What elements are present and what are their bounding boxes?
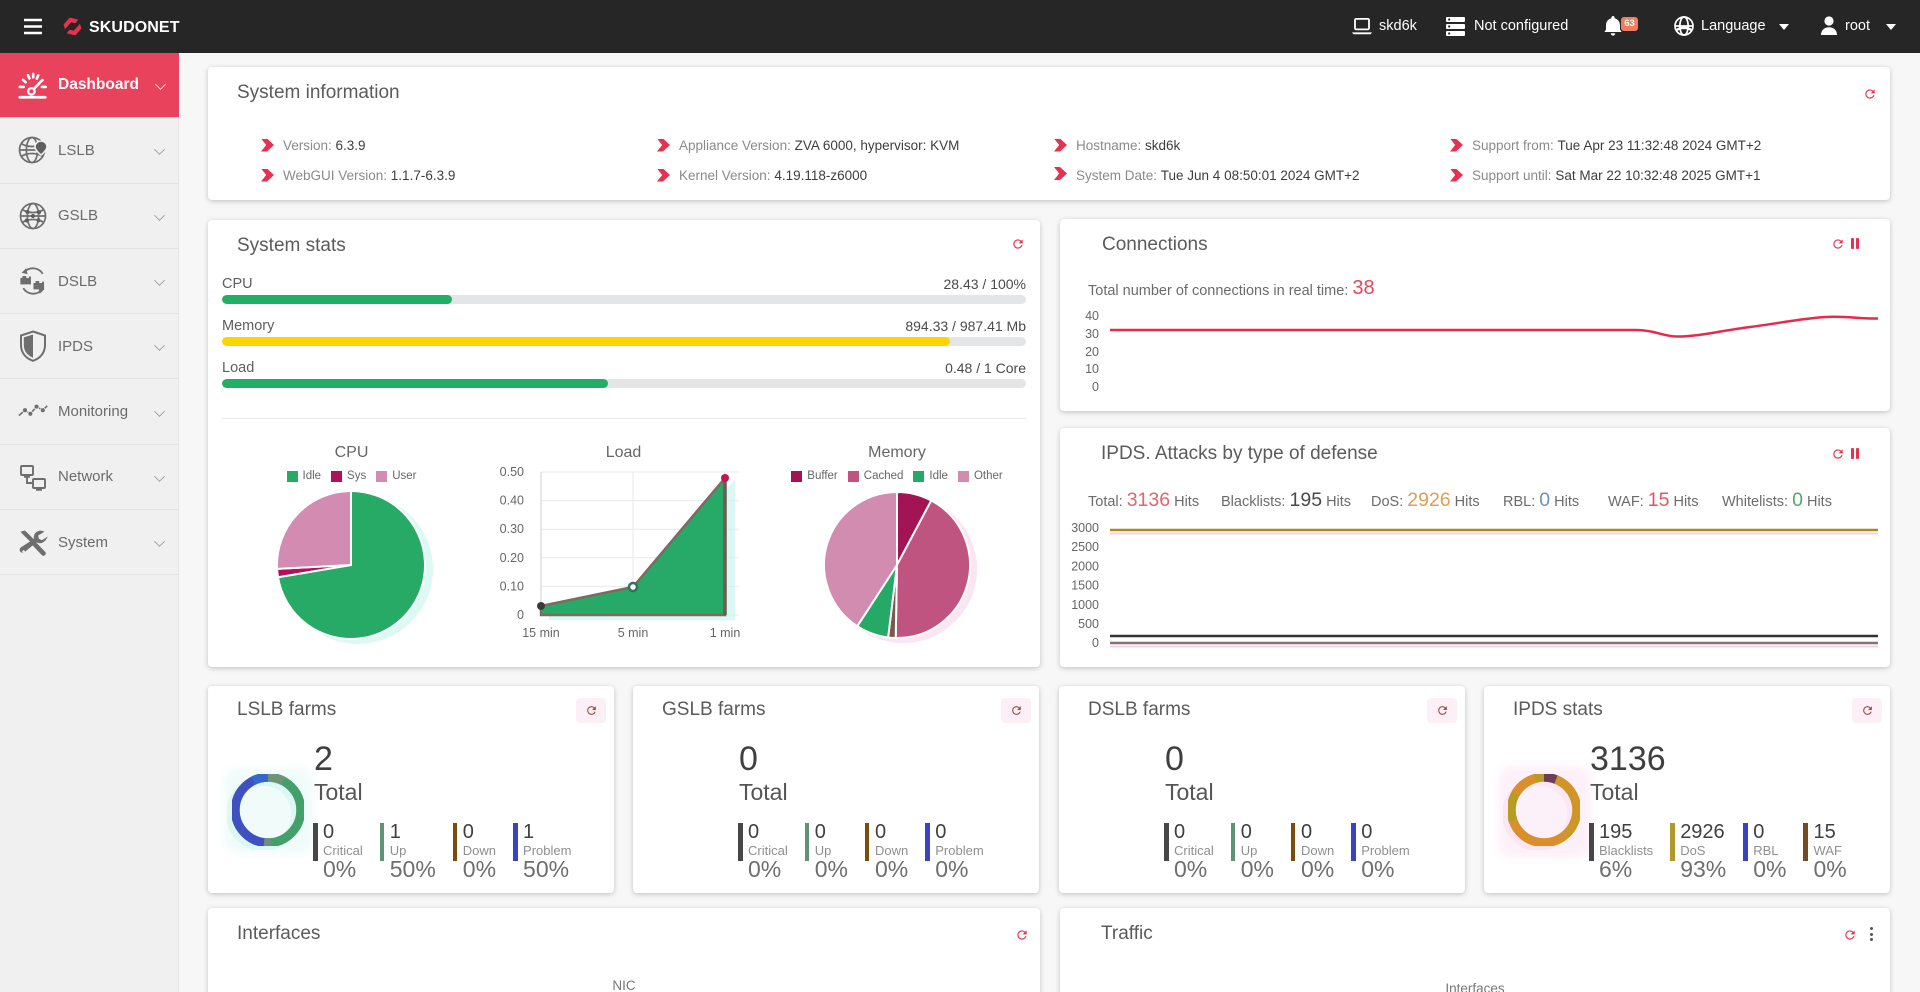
svg-text:0: 0 [1092,636,1099,650]
svg-text:2000: 2000 [1071,559,1099,573]
svg-text:0.50: 0.50 [500,465,524,479]
svg-text:3000: 3000 [1071,521,1099,535]
svg-text:0.30: 0.30 [500,522,524,536]
svg-text:20: 20 [1085,345,1099,359]
svg-text:15 min: 15 min [522,626,560,640]
svg-text:1 min: 1 min [710,626,741,640]
svg-text:40: 40 [1085,309,1099,323]
svg-text:10: 10 [1085,362,1099,376]
svg-text:500: 500 [1078,617,1099,631]
svg-text:5 min: 5 min [618,626,649,640]
svg-text:0.40: 0.40 [500,494,524,508]
svg-text:30: 30 [1085,327,1099,341]
svg-text:2500: 2500 [1071,540,1099,554]
svg-text:1500: 1500 [1071,579,1099,593]
svg-text:0: 0 [1092,380,1099,394]
svg-text:0.10: 0.10 [500,579,524,593]
svg-text:1000: 1000 [1071,598,1099,612]
svg-text:0.20: 0.20 [500,551,524,565]
svg-text:0: 0 [517,608,524,622]
